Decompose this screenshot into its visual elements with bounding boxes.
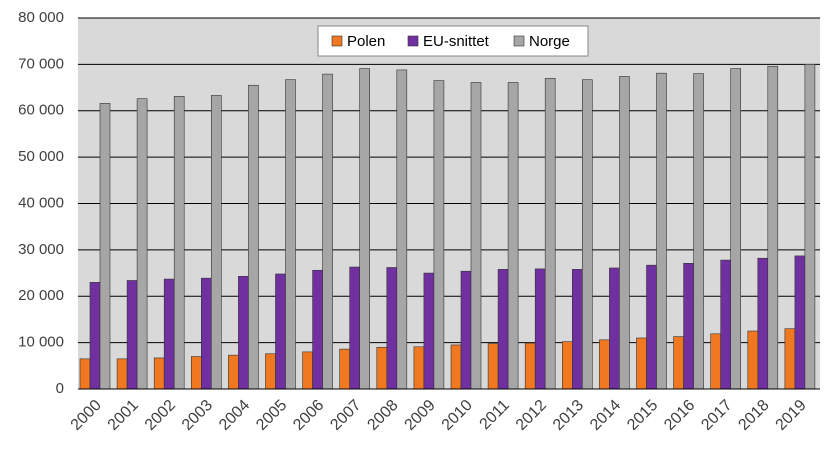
bar: [99, 103, 111, 390]
y-tick-label: 80 000: [18, 9, 64, 26]
bar: [312, 269, 323, 390]
x-tick-label: 2009: [402, 397, 439, 434]
bar: [116, 358, 128, 390]
x-tick-label: 2014: [587, 397, 624, 434]
bar: [524, 342, 536, 390]
bar: [487, 343, 499, 390]
bar: [534, 268, 546, 390]
bar: [544, 77, 556, 390]
bar: [599, 339, 610, 390]
bar: [460, 270, 472, 390]
legend-label: Polen: [347, 33, 385, 50]
x-tick-label: 2013: [550, 397, 587, 434]
x-tick-label: 2011: [477, 397, 513, 433]
x-tick-label: 2003: [179, 397, 216, 434]
x-tick-label: 2019: [773, 397, 810, 434]
bar: [302, 351, 313, 390]
bar: [804, 64, 816, 390]
bar: [656, 72, 667, 390]
bar: [794, 255, 806, 390]
bar: [720, 259, 732, 390]
bar: [339, 348, 351, 390]
bar: [285, 79, 296, 390]
bar: [450, 344, 462, 390]
bar: [561, 341, 573, 390]
bar: [423, 272, 435, 390]
bar: [636, 337, 647, 390]
bar: [413, 346, 425, 390]
x-tick-label: 2007: [327, 397, 364, 434]
bar: [433, 80, 445, 390]
bar: [396, 69, 408, 390]
x-tick-label: 2001: [105, 397, 142, 434]
bar: [747, 330, 759, 390]
bar: [581, 79, 593, 390]
legend-box: [317, 25, 589, 57]
x-tick-label: 2005: [253, 397, 290, 434]
bar: [571, 269, 583, 390]
legend-swatch: [407, 35, 419, 47]
bar: [322, 73, 333, 390]
x-tick-label: 2004: [216, 397, 253, 434]
x-tick-label: 2008: [364, 397, 401, 434]
bar: [248, 84, 259, 390]
bar: [767, 65, 779, 390]
x-tick-label: 2015: [624, 397, 661, 434]
bar: [228, 354, 239, 390]
y-tick-label: 60 000: [18, 102, 64, 119]
bar: [349, 266, 361, 390]
x-tick-label: 2006: [290, 397, 327, 434]
y-tick-label: 40 000: [18, 194, 64, 211]
bar: [507, 82, 519, 390]
bar: [173, 96, 185, 390]
bar: [497, 269, 509, 390]
y-tick-label: 50 000: [18, 148, 64, 165]
legend-label: EU-snittet: [423, 33, 490, 50]
legend-label: Norge: [529, 33, 570, 50]
y-tick-label: 0: [56, 380, 64, 397]
y-tick-label: 70 000: [18, 55, 64, 72]
bar: [673, 336, 684, 390]
bar: [619, 76, 630, 390]
bar: [211, 95, 222, 390]
y-tick-label: 30 000: [18, 241, 64, 258]
bar: [136, 98, 148, 390]
bar: [609, 267, 620, 390]
bar: [238, 276, 249, 390]
bar: [163, 278, 175, 390]
bar: [730, 68, 742, 390]
legend-swatch: [331, 35, 343, 47]
y-tick-label: 20 000: [18, 287, 64, 304]
bar: [386, 267, 398, 390]
x-tick-label: 2010: [439, 397, 476, 434]
bar: [265, 353, 276, 390]
y-tick-label: 10 000: [18, 334, 64, 351]
bar: [79, 358, 91, 390]
bar: [359, 68, 371, 390]
bar: [683, 263, 694, 390]
x-tick-label: 2016: [661, 397, 698, 434]
bar: [376, 346, 388, 390]
x-tick-label: 2000: [68, 397, 105, 434]
bar: [784, 328, 796, 390]
x-tick-label: 2017: [698, 397, 735, 434]
bar: [275, 273, 286, 390]
bar: [191, 356, 202, 390]
bar: [710, 333, 722, 390]
legend-swatch: [513, 35, 525, 47]
bar: [470, 82, 482, 390]
bar: [126, 280, 138, 390]
bar: [646, 264, 657, 390]
x-tick-label: 2012: [513, 397, 550, 434]
x-tick-label: 2002: [142, 397, 179, 434]
bar: [153, 357, 165, 390]
bar: [693, 73, 704, 390]
bar: [89, 282, 101, 390]
bar: [201, 277, 212, 390]
bar: [757, 257, 769, 390]
x-tick-label: 2018: [735, 397, 772, 434]
